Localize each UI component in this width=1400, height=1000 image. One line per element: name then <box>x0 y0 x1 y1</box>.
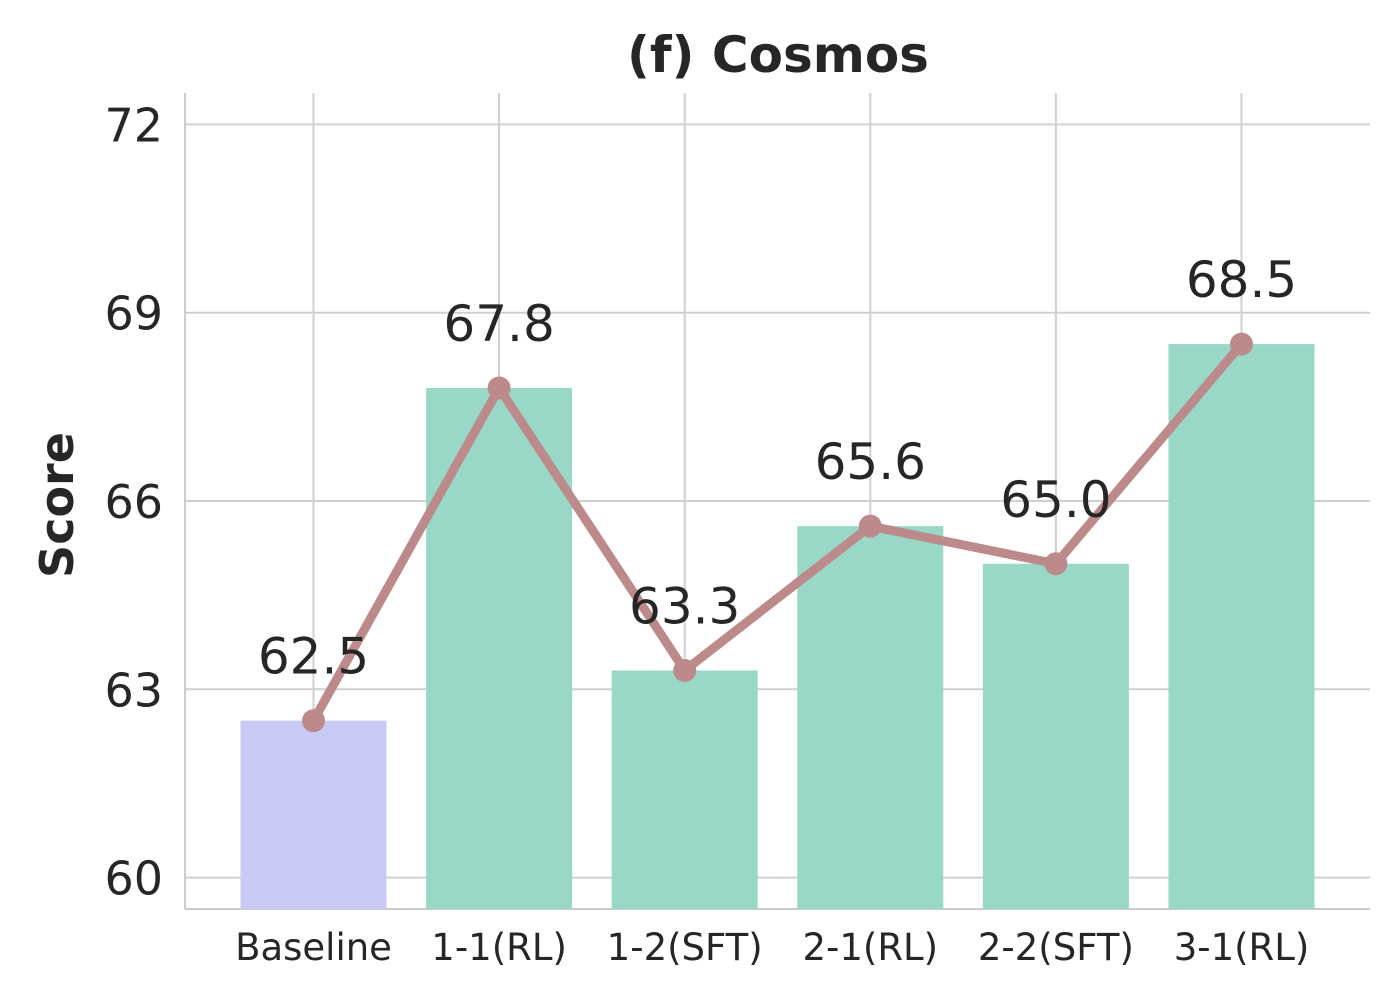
x-tick-label: 1-2(SFT) <box>607 926 763 969</box>
y-tick-label: 60 <box>104 852 163 906</box>
bar <box>611 670 758 909</box>
bars <box>240 344 1315 910</box>
x-tick-label: Baseline <box>235 926 392 969</box>
line-point <box>1044 552 1068 576</box>
data-label: 68.5 <box>1186 251 1297 309</box>
x-tick-labels: Baseline 1-1(RL) 1-2(SFT) 2-1(RL) 2-2(SFT) 3-… <box>235 926 1309 969</box>
chart-title: (f) Cosmos <box>627 26 929 84</box>
line-point <box>673 658 697 682</box>
y-tick-label: 66 <box>104 475 163 529</box>
x-tick-label: 3-1(RL) <box>1174 926 1310 969</box>
bar <box>240 720 387 909</box>
data-label: 67.8 <box>443 295 554 353</box>
bar <box>982 563 1129 909</box>
score-line <box>302 332 1253 733</box>
line-point <box>302 709 325 733</box>
line-point <box>1230 332 1253 356</box>
x-tick-label: 1-1(RL) <box>431 926 567 969</box>
x-tick-label: 2-1(RL) <box>802 926 938 969</box>
bar <box>797 526 944 909</box>
data-label: 63.3 <box>629 577 740 635</box>
bar <box>1168 344 1315 910</box>
data-label: 65.6 <box>815 433 926 491</box>
y-tick-labels: 60 63 66 69 72 <box>104 98 163 905</box>
x-tick-label: 2-2(SFT) <box>978 926 1134 969</box>
y-tick-label: 72 <box>104 98 163 152</box>
line-series <box>309 339 1246 726</box>
line-point <box>858 514 882 538</box>
data-label: 65.0 <box>1000 471 1111 529</box>
line-point <box>487 376 511 400</box>
data-labels: 62.5 67.8 63.3 65.6 65.0 68.5 <box>258 251 1297 686</box>
y-tick-label: 63 <box>104 663 163 717</box>
data-label: 62.5 <box>258 628 369 686</box>
y-tick-label: 69 <box>104 287 163 341</box>
y-axis-label: Score <box>30 432 84 578</box>
